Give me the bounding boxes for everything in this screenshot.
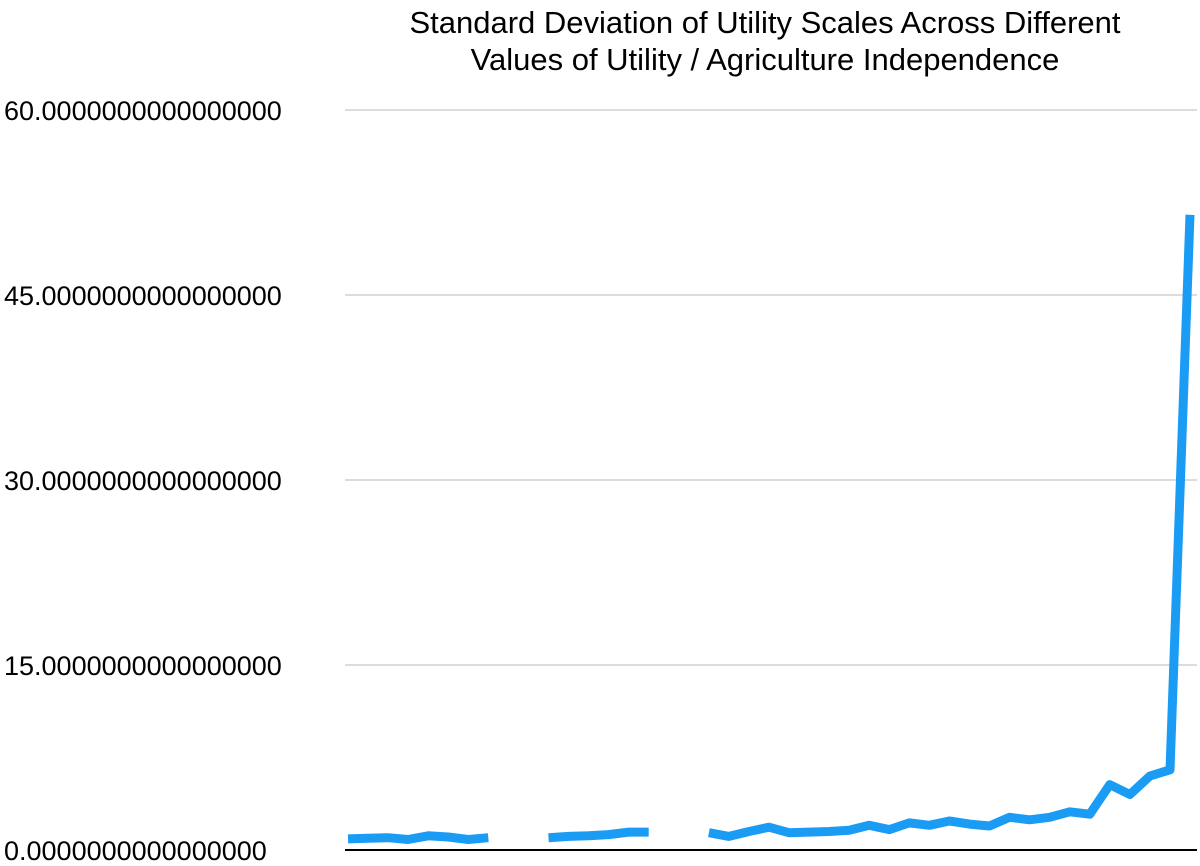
- chart-title-line-1: Standard Deviation of Utility Scales Acr…: [409, 5, 1121, 40]
- y-tick-label: 0.0000000000000000: [4, 836, 267, 866]
- y-tick-label: 60.0000000000000000: [4, 96, 282, 126]
- y-axis-tick-labels: 0.0000000000000000 15.0000000000000000 30.…: [4, 96, 282, 866]
- y-tick-label: 45.0000000000000000: [4, 281, 282, 311]
- series-line-0: [347, 214, 1195, 844]
- y-tick-label: 30.0000000000000000: [4, 466, 282, 496]
- gridlines: [345, 109, 1197, 666]
- y-tick-label: 15.0000000000000000: [4, 651, 282, 681]
- chart-title-line-2: Values of Utility / Agriculture Independ…: [470, 42, 1060, 77]
- series-lines: [347, 214, 1195, 844]
- chart-title: Standard Deviation of Utility Scales Acr…: [330, 4, 1200, 78]
